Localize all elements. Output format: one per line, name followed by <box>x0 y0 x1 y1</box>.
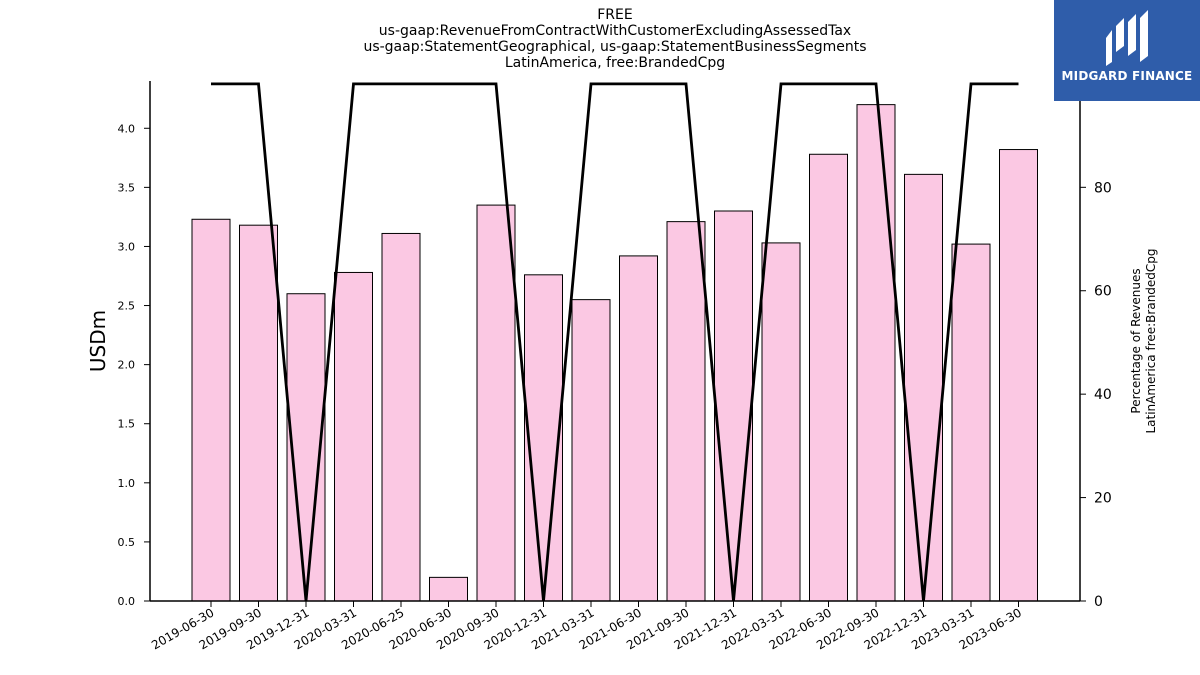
y-axis-label-right-line-1: Percentage of Revenues <box>1129 268 1143 414</box>
bar-2019-12-31 <box>286 293 326 602</box>
y-axis-label-right: Percentage of Revenues LatinAmerica free… <box>1129 248 1159 433</box>
y-tick-label-2.0: 2.0 <box>118 359 136 372</box>
bar-2022-06-30 <box>809 153 848 602</box>
bar-2021-12-31 <box>714 210 753 602</box>
bar-2020-09-30 <box>476 204 516 602</box>
bar-2023-06-30 <box>999 149 1038 602</box>
bar-2020-12-31 <box>524 274 563 602</box>
bar-2021-06-30 <box>619 255 658 602</box>
bar-2020-06-25 <box>381 232 421 602</box>
bar-2021-09-30 <box>666 221 706 602</box>
y2-tick-label-0: 0 <box>1094 594 1103 610</box>
bar-2022-03-31 <box>761 242 801 602</box>
bar-2019-06-30 <box>191 218 231 602</box>
midgard-finance-logo: MIDGARD FINANCE <box>1054 0 1200 101</box>
y2-tick-label-20: 20 <box>1094 491 1112 507</box>
y-tick-label-2.5: 2.5 <box>118 300 136 313</box>
y-axis-label-right-line-2: LatinAmerica free:BrandedCpg <box>1144 248 1158 434</box>
y-tick-label-3.0: 3.0 <box>118 240 136 253</box>
chart-title-line-2: us-gaap:RevenueFromContractWithCustomerE… <box>378 23 852 39</box>
percentage-line <box>211 82 1019 602</box>
y-tick-label-0.0: 0.0 <box>118 595 136 608</box>
bar-2020-03-31 <box>334 271 373 602</box>
y-tick-label-1.5: 1.5 <box>118 418 136 431</box>
y-axis-label-left: USDm <box>86 309 110 373</box>
bar-2019-09-30 <box>239 224 278 602</box>
chart-title-line-1: FREE <box>597 7 633 23</box>
chart-title-line-4: LatinAmerica, free:BrandedCpg <box>504 55 726 71</box>
y-tick-label-4.0: 4.0 <box>118 122 136 135</box>
y-tick-label-0.5: 0.5 <box>118 536 136 549</box>
y2-tick-label-80: 80 <box>1094 180 1112 196</box>
bar-2020-06-30 <box>429 576 468 602</box>
logo-mark-icon <box>1106 10 1148 66</box>
bar-2023-03-31 <box>951 243 991 602</box>
y2-tick-label-40: 40 <box>1094 387 1112 403</box>
y-tick-label-1.0: 1.0 <box>118 477 136 490</box>
logo-text: MIDGARD FINANCE <box>1061 69 1193 83</box>
bar-2021-03-31 <box>571 299 611 602</box>
y2-tick-label-60: 60 <box>1094 284 1112 300</box>
y-tick-label-3.5: 3.5 <box>118 181 136 194</box>
chart-title-line-3: us-gaap:StatementGeographical, us-gaap:S… <box>363 39 867 55</box>
bar-2022-09-30 <box>856 104 896 602</box>
bar-2022-12-31 <box>904 173 943 602</box>
